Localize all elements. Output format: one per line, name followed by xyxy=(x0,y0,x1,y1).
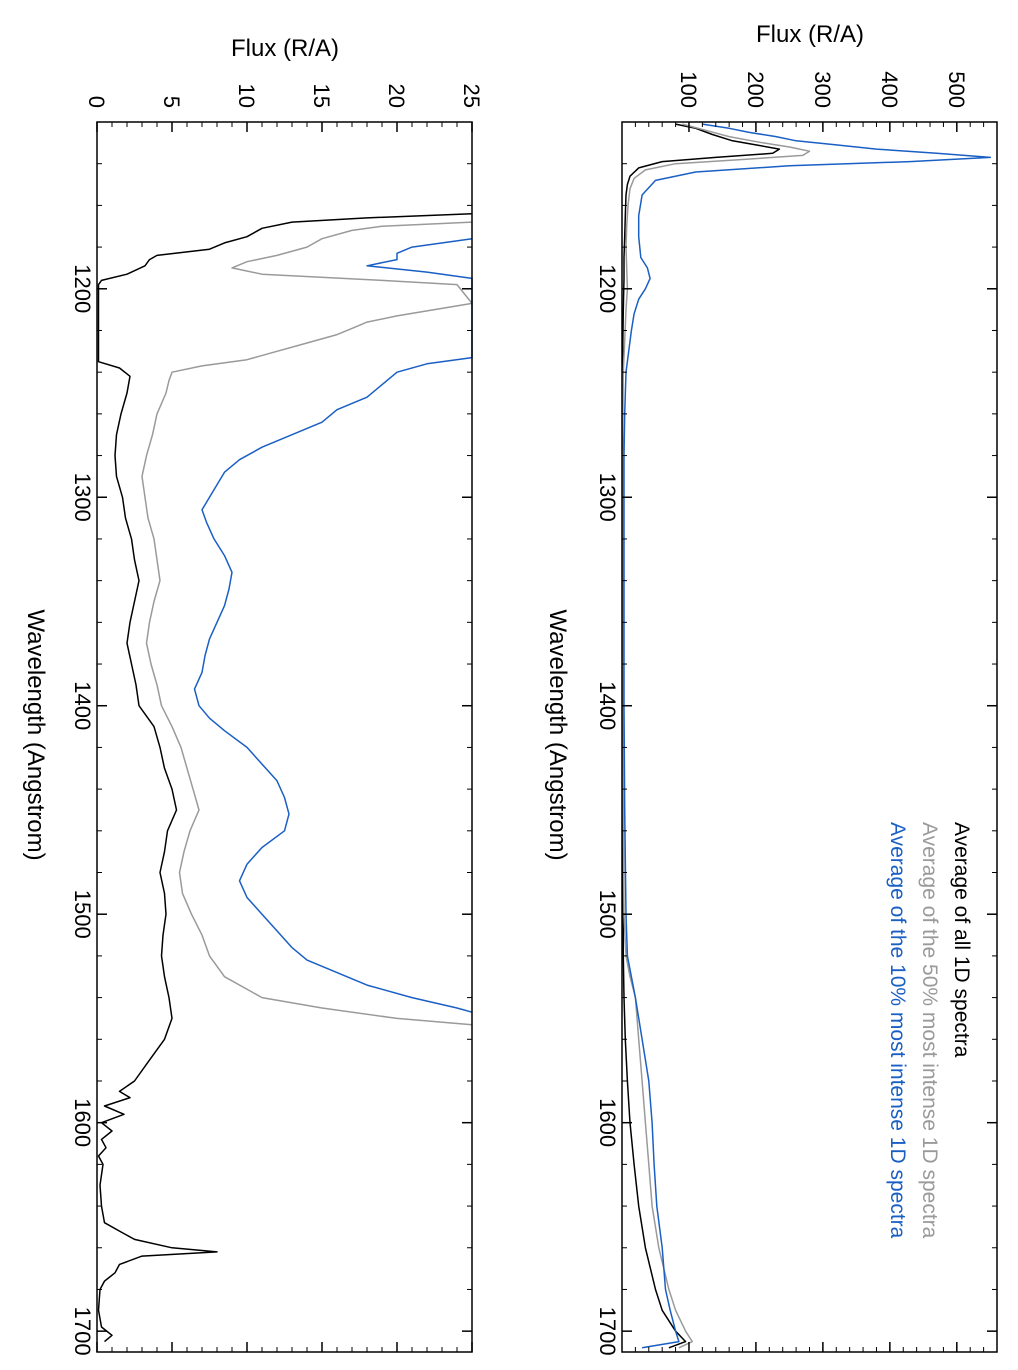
x-tick-label: 1200 xyxy=(595,264,620,313)
legend-entry-top10: Average of the 10% most intense 1D spect… xyxy=(886,822,909,1239)
series-line-bottom-1 xyxy=(141,221,473,1026)
x-tick-label: 1400 xyxy=(70,681,95,730)
y-tick-label: 20 xyxy=(384,84,409,108)
series-line-top-1 xyxy=(621,123,811,1349)
series-line-bottom-0 xyxy=(97,212,473,1343)
y-tick-label: 15 xyxy=(309,84,334,108)
x-tick-label: 1200 xyxy=(70,264,95,313)
x-tick-label: 1700 xyxy=(595,1307,620,1356)
x-tick-label: 1600 xyxy=(70,1098,95,1147)
x-axis-label-top: Wavelength (Angstrom) xyxy=(544,609,571,860)
x-tick-label: 1300 xyxy=(70,473,95,522)
legend-entry-top50: Average of the 50% most intense 1D spect… xyxy=(918,822,941,1239)
y-axis-label-bottom: Flux (R/A) xyxy=(231,35,339,62)
legend: Average of all 1D spectra Average of the… xyxy=(886,822,973,1239)
x-tick-label: 1500 xyxy=(595,890,620,939)
plot-frame-bottom xyxy=(96,121,473,1353)
y-tick-label: 100 xyxy=(676,71,701,108)
x-tick-label: 1400 xyxy=(595,681,620,730)
y-tick-label: 0 xyxy=(84,96,109,108)
x-tick-label: 1600 xyxy=(595,1098,620,1147)
y-tick-label: 10 xyxy=(234,84,259,108)
x-tick-label: 1300 xyxy=(595,473,620,522)
x-axis-label-bottom: Wavelength (Angstrom) xyxy=(22,609,49,860)
series-line-bottom-2 xyxy=(193,237,473,1013)
legend-entry-all: Average of all 1D spectra xyxy=(950,822,973,1058)
y-tick-label: 400 xyxy=(877,71,902,108)
y-tick-label: 5 xyxy=(159,96,184,108)
ticks-top: 1200 1300 1400 1500 1600 1700 100 200 300 400 500 xyxy=(595,71,998,1356)
series-layer-bottom xyxy=(97,212,473,1343)
y-tick-label: 300 xyxy=(810,71,835,108)
y-tick-label: 25 xyxy=(459,84,484,108)
y-axis-label-top: Flux (R/A) xyxy=(756,21,864,48)
y-tick-label: 200 xyxy=(743,71,768,108)
chart-panel-bottom: 1200 1300 1400 1500 1600 1700 0 5 10 15 20 25 Wavel… xyxy=(22,35,484,1356)
ticks-bottom: 1200 1300 1400 1500 1600 1700 0 5 10 15 20 25 xyxy=(70,84,484,1356)
series-line-top-0 xyxy=(621,123,781,1349)
series-line-top-2 xyxy=(623,123,992,1349)
x-tick-label: 1500 xyxy=(70,890,95,939)
y-tick-label: 500 xyxy=(944,71,969,108)
x-tick-label: 1700 xyxy=(70,1307,95,1356)
